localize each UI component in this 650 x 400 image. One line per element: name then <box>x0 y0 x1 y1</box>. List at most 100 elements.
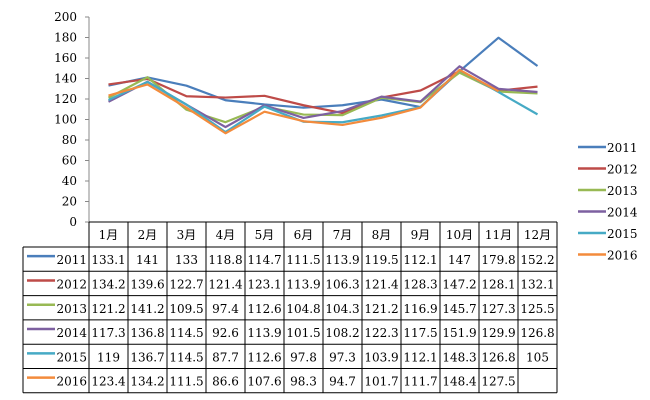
data-cell: 147.2 <box>442 277 476 291</box>
data-cell: 97.4 <box>212 302 239 316</box>
y-tick-label: 40 <box>62 174 77 188</box>
data-cell: 134.2 <box>91 277 125 291</box>
data-cell: 141 <box>136 253 159 267</box>
data-cell: 106.3 <box>325 277 359 291</box>
data-cell: 127.3 <box>481 302 515 316</box>
category-label: 1月 <box>99 228 119 242</box>
series-line-2016 <box>108 68 500 135</box>
table-series-label: 2015 <box>56 350 87 364</box>
data-cell: 125.5 <box>520 302 554 316</box>
legend-label: 2015 <box>607 227 638 241</box>
data-cell: 87.7 <box>212 350 239 364</box>
data-cell: 104.3 <box>325 302 359 316</box>
data-cell: 119 <box>97 350 120 364</box>
data-cell: 151.9 <box>442 326 476 340</box>
data-cell: 111.5 <box>286 253 320 267</box>
category-label: 8月 <box>372 228 392 242</box>
data-cell: 133.1 <box>91 253 125 267</box>
data-cell: 126.8 <box>520 326 554 340</box>
legend-label: 2014 <box>607 206 638 220</box>
y-tick-label: 180 <box>54 31 77 45</box>
data-cell: 127.5 <box>481 375 515 389</box>
data-cell: 136.7 <box>130 350 164 364</box>
legend-label: 2016 <box>607 249 638 263</box>
legend-label: 2012 <box>607 163 638 177</box>
series-line-2011 <box>108 36 539 109</box>
data-cell: 132.1 <box>520 277 554 291</box>
data-cell: 112.6 <box>247 350 281 364</box>
y-tick-label: 80 <box>62 133 77 147</box>
data-cell: 104.8 <box>286 302 320 316</box>
data-cell: 147 <box>448 253 471 267</box>
data-cell: 133 <box>175 253 198 267</box>
data-cell: 94.7 <box>329 375 356 389</box>
data-cell: 121.4 <box>208 277 243 291</box>
data-cell: 128.3 <box>403 277 437 291</box>
data-cell: 118.8 <box>208 253 242 267</box>
data-cell: 86.6 <box>212 375 239 389</box>
category-label: 4月 <box>216 228 236 242</box>
y-tick-label: 120 <box>54 92 77 106</box>
category-label: 2月 <box>138 228 158 242</box>
y-tick-label: 100 <box>54 113 77 127</box>
data-cell: 122.7 <box>169 277 203 291</box>
data-cell: 119.5 <box>364 253 398 267</box>
data-cell: 113.9 <box>286 277 320 291</box>
data-cell: 98.3 <box>290 375 317 389</box>
data-cell: 141.2 <box>130 302 164 316</box>
table-series-label: 2016 <box>56 375 87 389</box>
data-cell: 123.4 <box>91 375 126 389</box>
data-cell: 126.8 <box>481 350 515 364</box>
data-cell: 134.2 <box>130 375 164 389</box>
data-cell: 116.9 <box>403 302 437 316</box>
data-cell: 122.3 <box>364 326 398 340</box>
data-cell: 101.7 <box>364 375 398 389</box>
data-cell: 112.6 <box>247 302 281 316</box>
data-cell: 121.2 <box>364 302 398 316</box>
data-cell: 113.9 <box>325 253 359 267</box>
category-label: 5月 <box>255 228 275 242</box>
data-cell: 108.2 <box>325 326 359 340</box>
data-cell: 114.5 <box>169 326 203 340</box>
y-tick-label: 0 <box>69 215 77 229</box>
y-tick-label: 160 <box>54 51 77 65</box>
data-cell: 145.7 <box>442 302 476 316</box>
data-cell: 136.8 <box>130 326 164 340</box>
y-tick-label: 20 <box>62 195 77 209</box>
data-cell: 139.6 <box>130 277 164 291</box>
data-cell: 103.9 <box>364 350 398 364</box>
data-cell: 105 <box>526 350 549 364</box>
category-label: 7月 <box>333 228 353 242</box>
data-cell: 107.6 <box>247 375 281 389</box>
data-cell: 129.9 <box>481 326 515 340</box>
legend-label: 2013 <box>607 184 638 198</box>
data-cell: 112.1 <box>403 253 437 267</box>
category-label: 12月 <box>524 228 551 242</box>
table-series-label: 2014 <box>56 326 87 340</box>
category-label: 6月 <box>294 228 314 242</box>
y-tick-label: 60 <box>62 154 77 168</box>
data-cell: 123.1 <box>247 277 281 291</box>
category-label: 9月 <box>411 228 431 242</box>
data-cell: 97.3 <box>329 350 356 364</box>
data-cell: 101.5 <box>286 326 320 340</box>
data-cell: 121.4 <box>364 277 399 291</box>
data-cell: 114.7 <box>247 253 281 267</box>
data-cell: 117.3 <box>91 326 125 340</box>
data-cell: 97.8 <box>290 350 317 364</box>
data-cell: 114.5 <box>169 350 203 364</box>
category-label: 11月 <box>485 228 512 242</box>
legend-label: 2011 <box>607 141 638 155</box>
data-cell: 112.1 <box>403 350 437 364</box>
table-series-label: 2011 <box>56 253 87 267</box>
data-cell: 152.2 <box>520 253 554 267</box>
table-series-label: 2013 <box>56 302 87 316</box>
data-cell: 128.1 <box>481 277 515 291</box>
table-series-label: 2012 <box>56 277 87 291</box>
data-cell: 92.6 <box>212 326 239 340</box>
data-cell: 179.8 <box>481 253 515 267</box>
category-label: 10月 <box>446 228 473 242</box>
data-cell: 148.3 <box>442 350 476 364</box>
data-cell: 113.9 <box>247 326 281 340</box>
